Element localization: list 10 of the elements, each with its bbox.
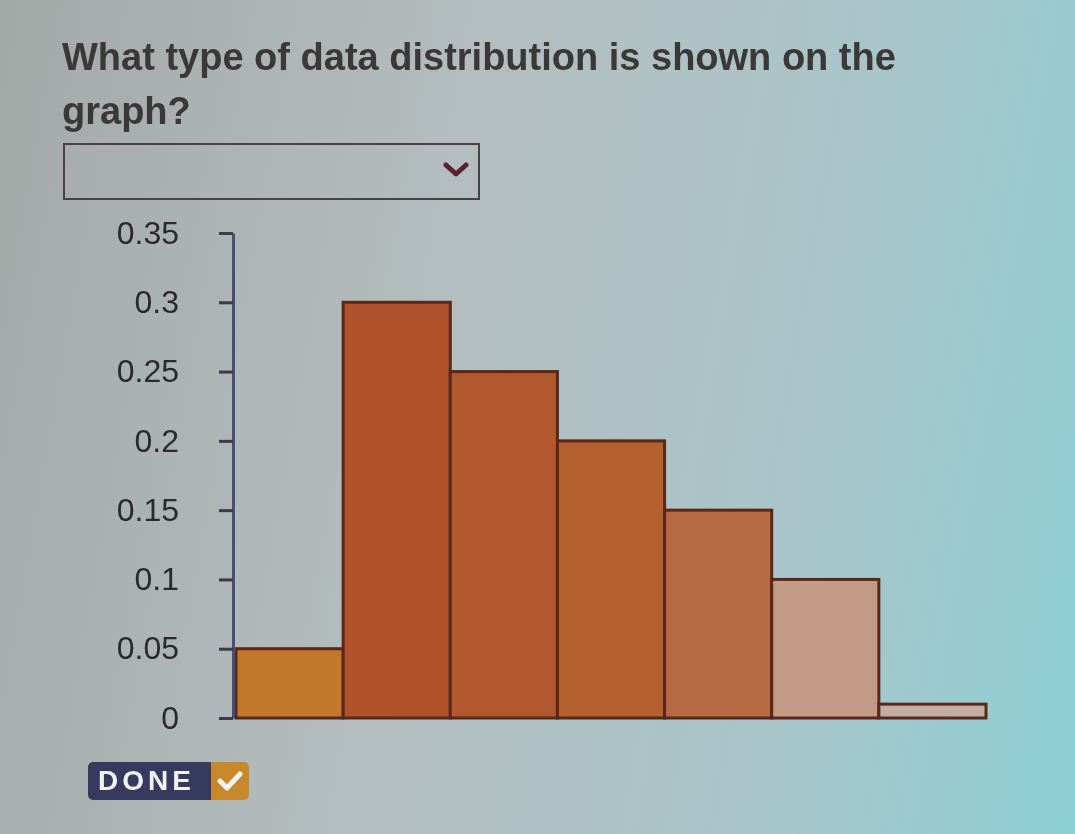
chart-title: What type of data distribution is shown on the graph?	[62, 35, 897, 134]
y-tick-label: 0.2	[134, 422, 179, 459]
y-tick-label: 0	[161, 699, 179, 736]
y-tick-label: 0.3	[134, 284, 179, 321]
y-tick-label: 0.35	[116, 214, 179, 251]
y-tick-label: 0.15	[116, 491, 179, 528]
y-tick-label: 0.1	[134, 561, 179, 598]
y-tick-label: 0.25	[116, 353, 179, 390]
dropdown[interactable]	[63, 143, 480, 200]
y-tick-label: 0.05	[116, 630, 179, 667]
